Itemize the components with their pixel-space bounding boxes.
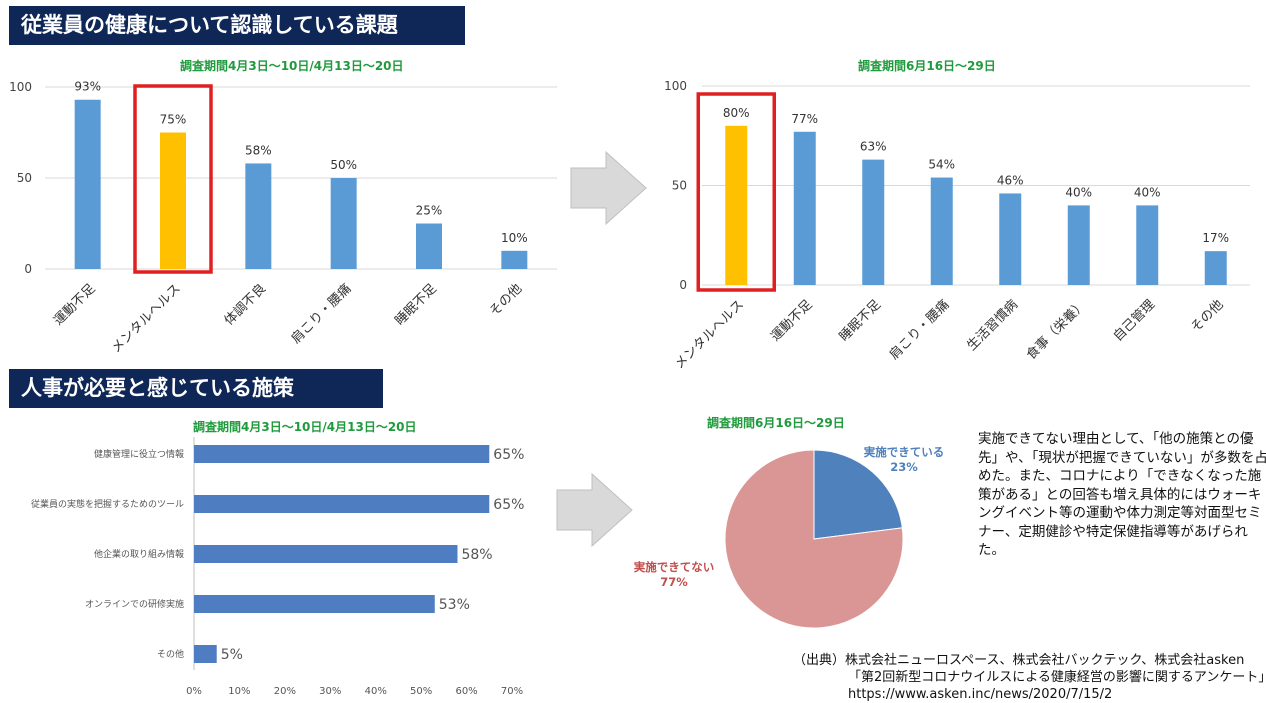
pie-slice [724,449,904,629]
y-category-label: その他 [157,648,184,660]
y-category-label: オンラインでの研修実施 [85,598,184,610]
data-label: 10% [501,231,528,245]
x-category-label: その他 [1188,297,1226,335]
source-line-3: https://www.asken.inc/news/2020/7/15/2 [848,687,1113,702]
x-tick-label: 50% [410,686,432,697]
y-tick-label: 0 [679,278,687,292]
bar [1067,205,1090,285]
x-tick-label: 10% [228,686,250,697]
x-tick-label: 20% [274,686,296,697]
data-label: 93% [74,80,101,94]
bar [999,193,1022,285]
data-label: 77% [791,112,818,126]
arrow-shape [556,472,633,548]
hbar [194,645,217,663]
y-category-label: 他企業の取り組み情報 [94,548,184,560]
pie-slice [813,449,903,540]
data-label: 46% [997,173,1024,187]
hbar [194,545,458,563]
x-category-label: 生活習慣病 [964,297,1021,354]
x-category-label: 運動不足 [768,297,815,344]
chart-title-period-2: 調査期間6月16日～29日 [858,59,996,73]
x-tick-label: 0% [186,686,202,697]
highlight-box [133,84,213,274]
explanation-note: 実施できてない理由として、「他の施策との優先」や、「現状が把握できていない」が多… [978,431,1266,558]
hbar [194,595,435,613]
hbar [194,495,490,513]
data-label: 65% [493,447,524,463]
x-category-label: 自己管理 [1111,297,1158,344]
x-category-label: 睡眠不足 [392,281,439,328]
x-category-label: 食事（栄養） [1023,297,1089,363]
pie-slice-label: 実施できてない [634,560,715,574]
data-label: 40% [1065,185,1092,199]
chart-title-period-4: 調査期間6月16日～29日 [707,416,845,430]
bar [862,159,885,285]
data-label: 80% [723,106,750,120]
pie-value-label: 77% [660,575,688,589]
y-category-label: 従業員の実態を把握するためのツール [31,498,184,510]
data-label: 75% [160,113,187,127]
hbar [194,445,490,463]
y-tick-label: 100 [664,79,687,93]
x-category-label: 睡眠不足 [837,297,884,344]
arrow-shape [570,150,647,226]
x-tick-label: 60% [455,686,477,697]
bar [160,132,186,269]
bar [725,125,748,285]
x-tick-label: 70% [501,686,523,697]
data-label: 63% [860,140,887,154]
bar [1136,205,1159,285]
data-label: 17% [1202,231,1229,245]
bar [330,178,357,269]
data-label: 58% [461,547,492,563]
x-category-label: 運動不足 [51,281,98,328]
x-category-label: メンタルヘルス [109,281,184,356]
y-tick-label: 50 [17,171,32,185]
source-prefix: （出典） [793,653,846,668]
highlight-box [696,92,776,292]
y-tick-label: 50 [672,179,687,193]
data-label: 5% [221,647,243,663]
data-label: 25% [416,204,443,218]
source-line-2: 「第2回新型コロナウイルスによる健康経営の影響に関するアンケート」 [848,670,1266,685]
x-tick-label: 40% [365,686,387,697]
x-category-label: メンタルヘルス [672,297,747,372]
bar [416,223,442,269]
bar [245,163,272,269]
bar [793,131,816,285]
section-title-measures: 人事が必要と感じている施策 [9,369,383,408]
y-tick-label: 0 [24,262,32,276]
bar [501,250,528,269]
x-category-label: その他 [487,281,525,319]
bar [1204,251,1227,285]
pie-value-label: 23% [890,460,918,474]
data-label: 54% [928,158,955,172]
data-label: 50% [330,158,357,172]
x-category-label: 肩こり・腰痛 [288,281,354,347]
x-category-label: 体調不良 [221,281,269,329]
data-label: 58% [245,143,272,157]
x-category-label: 肩こり・腰痛 [886,297,952,363]
chart-title-period-1: 調査期間4月3日～10日/4月13日～20日 [180,59,404,73]
source-line-1: 株式会社ニューロスペース、株式会社バックテック、株式会社asken [845,653,1245,668]
data-label: 40% [1134,185,1161,199]
y-tick-label: 100 [9,80,32,94]
y-category-label: 健康管理に役立つ情報 [94,448,184,460]
data-label: 53% [439,597,470,613]
bar [74,99,101,270]
chart-title-period-3: 調査期間4月3日～10日/4月13日～20日 [193,420,417,434]
section-title-issues: 従業員の健康について認識している課題 [9,6,465,45]
pie-slice-label: 実施できている [864,445,945,459]
bar [930,177,953,285]
x-tick-label: 30% [319,686,341,697]
source-citation: （出典）株式会社ニューロスペース、株式会社バックテック、株式会社asken 「第… [793,652,1266,703]
data-label: 65% [493,497,524,513]
